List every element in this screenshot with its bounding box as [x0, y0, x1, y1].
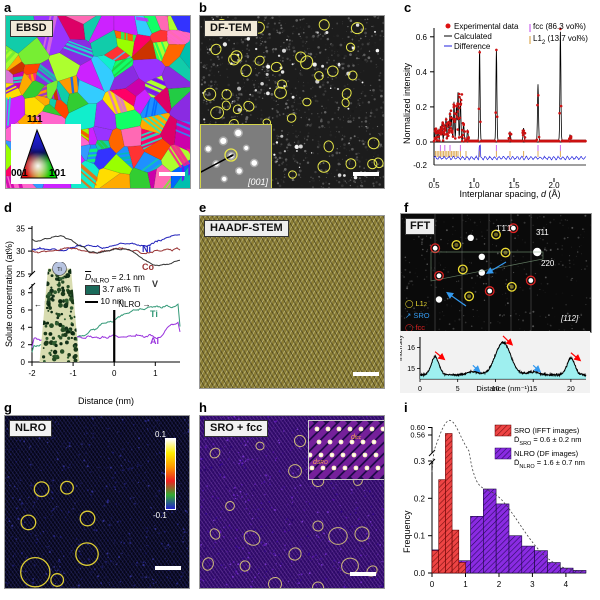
svg-text:0.4: 0.4 — [416, 68, 428, 77]
svg-text:20: 20 — [567, 386, 575, 393]
svg-text:Al: Al — [150, 336, 159, 346]
svg-text:4: 4 — [21, 323, 26, 332]
svg-text:0: 0 — [430, 580, 435, 589]
svg-text:-1: -1 — [70, 369, 78, 378]
svg-text:-0.2: -0.2 — [413, 161, 427, 170]
svg-text:Difference: Difference — [454, 42, 491, 51]
svg-text:6: 6 — [21, 306, 26, 315]
svg-text:0.6: 0.6 — [416, 33, 428, 42]
svg-text:1: 1 — [463, 580, 468, 589]
svg-text:1: 1 — [153, 369, 158, 378]
svg-text:0.0: 0.0 — [416, 138, 428, 147]
svg-text:Ti: Ti — [57, 267, 62, 273]
svg-text:25: 25 — [16, 270, 25, 279]
svg-text:Experimental data: Experimental data — [454, 22, 519, 31]
svg-text:Normalized intensity: Normalized intensity — [402, 62, 412, 144]
svg-text:0.1: 0.1 — [414, 532, 426, 541]
svg-text:-2: -2 — [28, 369, 36, 378]
svg-text:5: 5 — [456, 386, 460, 393]
svg-text:16: 16 — [407, 345, 415, 352]
svg-text:Distance (nm⁻¹): Distance (nm⁻¹) — [476, 384, 530, 393]
svg-text:V: V — [152, 279, 158, 289]
svg-text:3: 3 — [530, 580, 535, 589]
svg-text:Distance (nm): Distance (nm) — [78, 396, 134, 406]
svg-text:0: 0 — [21, 358, 26, 367]
svg-text:0: 0 — [418, 386, 422, 393]
svg-text:0.0: 0.0 — [414, 569, 426, 578]
svg-text:0: 0 — [112, 369, 117, 378]
svg-text:2: 2 — [21, 341, 26, 350]
svg-text:Solute concentration (at%): Solute concentration (at%) — [4, 241, 14, 347]
svg-text:0.56: 0.56 — [410, 431, 425, 440]
svg-text:Calculated: Calculated — [454, 32, 492, 41]
svg-text:Ni: Ni — [142, 244, 151, 254]
svg-text:SRO (IFFT images): SRO (IFFT images) — [514, 426, 580, 435]
svg-text:Frequency: Frequency — [402, 510, 412, 553]
svg-text:15: 15 — [407, 366, 415, 373]
svg-text:Ti: Ti — [150, 309, 158, 319]
svg-text:15: 15 — [529, 386, 537, 393]
svg-text:0.2: 0.2 — [414, 494, 426, 503]
svg-text:Co: Co — [142, 262, 154, 272]
svg-text:D̄NLRO = 1.6 ± 0.7 nm: D̄NLRO = 1.6 ± 0.7 nm — [514, 458, 585, 470]
svg-text:D̄SRO = 0.6 ± 0.2 nm: D̄SRO = 0.6 ± 0.2 nm — [514, 435, 582, 447]
svg-text:0.5: 0.5 — [428, 181, 440, 190]
svg-text:4: 4 — [564, 580, 569, 589]
svg-text:2: 2 — [497, 580, 502, 589]
svg-text:0.2: 0.2 — [416, 103, 428, 112]
svg-text:0.3: 0.3 — [414, 457, 426, 466]
svg-text:8: 8 — [21, 289, 26, 298]
svg-text:fcc (86.3 vol%): fcc (86.3 vol%) — [533, 22, 586, 31]
svg-text:35: 35 — [16, 224, 25, 233]
svg-text:Intensity: Intensity — [400, 334, 404, 361]
svg-text:Interplanar spacing, d (Å): Interplanar spacing, d (Å) — [459, 189, 560, 199]
svg-text:NLRO (DF images): NLRO (DF images) — [514, 449, 579, 458]
svg-text:30: 30 — [16, 247, 25, 256]
